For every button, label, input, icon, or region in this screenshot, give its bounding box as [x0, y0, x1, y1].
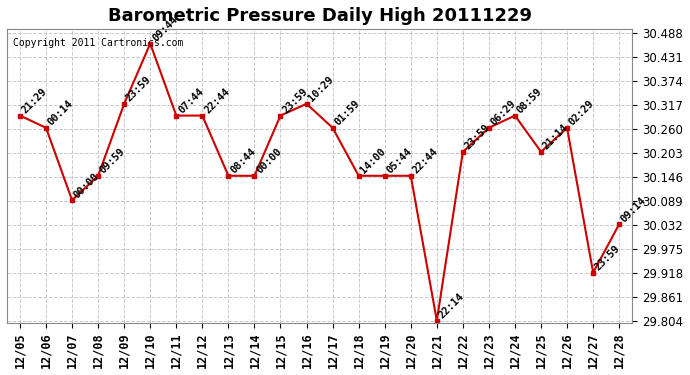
Text: 01:59: 01:59 [333, 99, 362, 128]
Text: 07:44: 07:44 [176, 86, 206, 116]
Text: 10:29: 10:29 [306, 75, 336, 104]
Text: 00:00: 00:00 [72, 171, 101, 200]
Text: 22:14: 22:14 [437, 291, 466, 321]
Text: 06:29: 06:29 [489, 99, 518, 128]
Text: 22:44: 22:44 [202, 86, 232, 116]
Text: 23:59: 23:59 [124, 75, 153, 104]
Text: 02:29: 02:29 [567, 99, 596, 128]
Text: 00:00: 00:00 [255, 147, 284, 176]
Text: 00:14: 00:14 [46, 99, 75, 128]
Text: 22:44: 22:44 [411, 147, 440, 176]
Text: 05:44: 05:44 [385, 147, 414, 176]
Text: 09:59: 09:59 [98, 147, 127, 176]
Text: 23:59: 23:59 [281, 86, 310, 116]
Text: 23:59: 23:59 [463, 123, 492, 152]
Text: 21:14: 21:14 [541, 123, 570, 152]
Text: 21:29: 21:29 [20, 86, 49, 116]
Text: 09:14: 09:14 [619, 195, 649, 224]
Text: 08:44: 08:44 [228, 147, 257, 176]
Text: 14:00: 14:00 [359, 147, 388, 176]
Text: 08:59: 08:59 [515, 86, 544, 116]
Text: 23:59: 23:59 [593, 243, 622, 273]
Text: 09:44: 09:44 [150, 14, 179, 44]
Title: Barometric Pressure Daily High 20111229: Barometric Pressure Daily High 20111229 [108, 7, 531, 25]
Text: Copyright 2011 Cartronics.com: Copyright 2011 Cartronics.com [13, 38, 184, 48]
